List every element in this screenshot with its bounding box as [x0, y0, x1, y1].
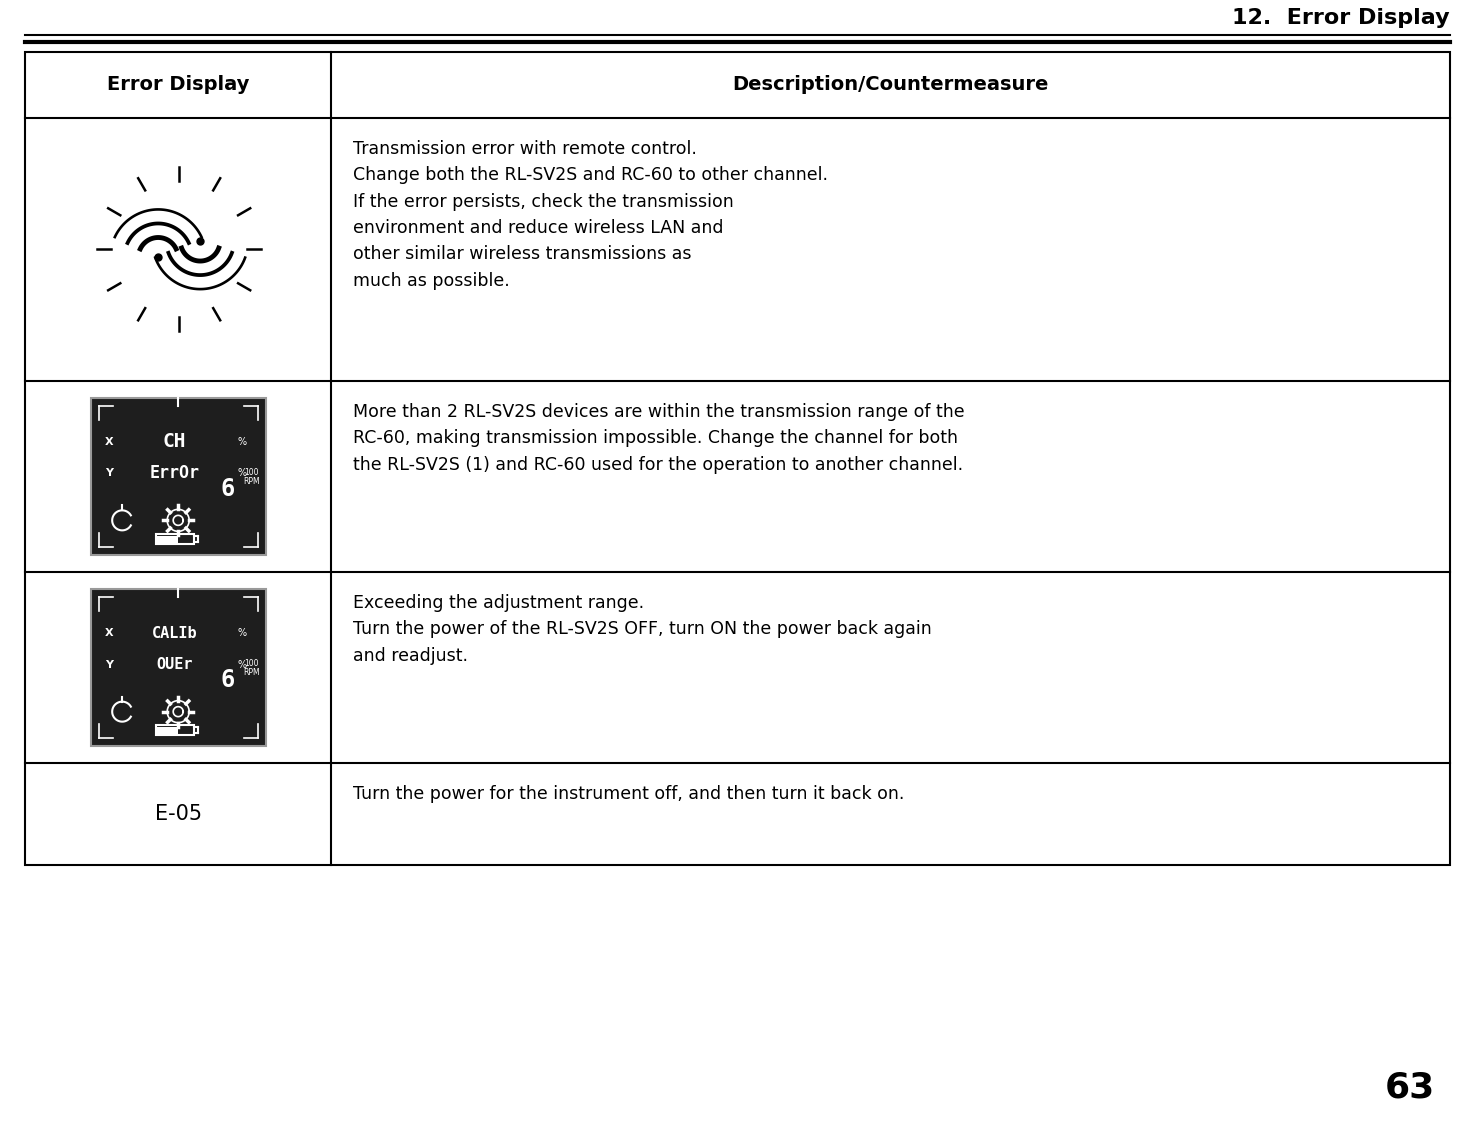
Text: Description/Countermeasure: Description/Countermeasure [733, 76, 1049, 94]
Text: Exceeding the adjustment range.
Turn the power of the RL-SV2S OFF, turn ON the p: Exceeding the adjustment range. Turn the… [354, 594, 932, 664]
Bar [90, 398, 266, 555]
Text: 100: 100 [245, 659, 260, 668]
Text: 12.  Error Display: 12. Error Display [1233, 8, 1450, 28]
Text: Y: Y [105, 469, 112, 479]
Text: 63: 63 [1385, 1071, 1435, 1105]
Text: RPM: RPM [243, 668, 260, 677]
Text: CALIb: CALIb [152, 626, 198, 641]
Text: X: X [105, 437, 114, 447]
Text: CH: CH [162, 432, 186, 452]
Text: OUEr: OUEr [156, 657, 193, 672]
Text: 6: 6 [220, 477, 235, 501]
Bar [25, 52, 1450, 865]
Text: ErrOr: ErrOr [149, 464, 199, 482]
Text: %: % [237, 660, 246, 670]
Text: Y: Y [105, 660, 112, 670]
Text: %: % [237, 469, 246, 479]
Text: Transmission error with remote control.
Change both the RL-SV2S and RC-60 to oth: Transmission error with remote control. … [354, 139, 829, 290]
Bar [156, 726, 193, 736]
Text: 100: 100 [245, 468, 260, 477]
Bar [90, 590, 266, 746]
Bar [158, 535, 178, 542]
Text: %: % [237, 437, 246, 447]
Text: More than 2 RL-SV2S devices are within the transmission range of the
RC-60, maki: More than 2 RL-SV2S devices are within t… [354, 403, 965, 473]
Text: E-05: E-05 [155, 804, 202, 824]
Text: Turn the power for the instrument off, and then turn it back on.: Turn the power for the instrument off, a… [354, 786, 904, 804]
Text: RPM: RPM [243, 477, 260, 486]
Bar [158, 727, 178, 734]
Text: Error Display: Error Display [108, 76, 249, 94]
Bar [156, 534, 193, 544]
Text: %: % [237, 628, 246, 638]
Text: 6: 6 [220, 668, 235, 693]
Text: X: X [105, 628, 114, 638]
